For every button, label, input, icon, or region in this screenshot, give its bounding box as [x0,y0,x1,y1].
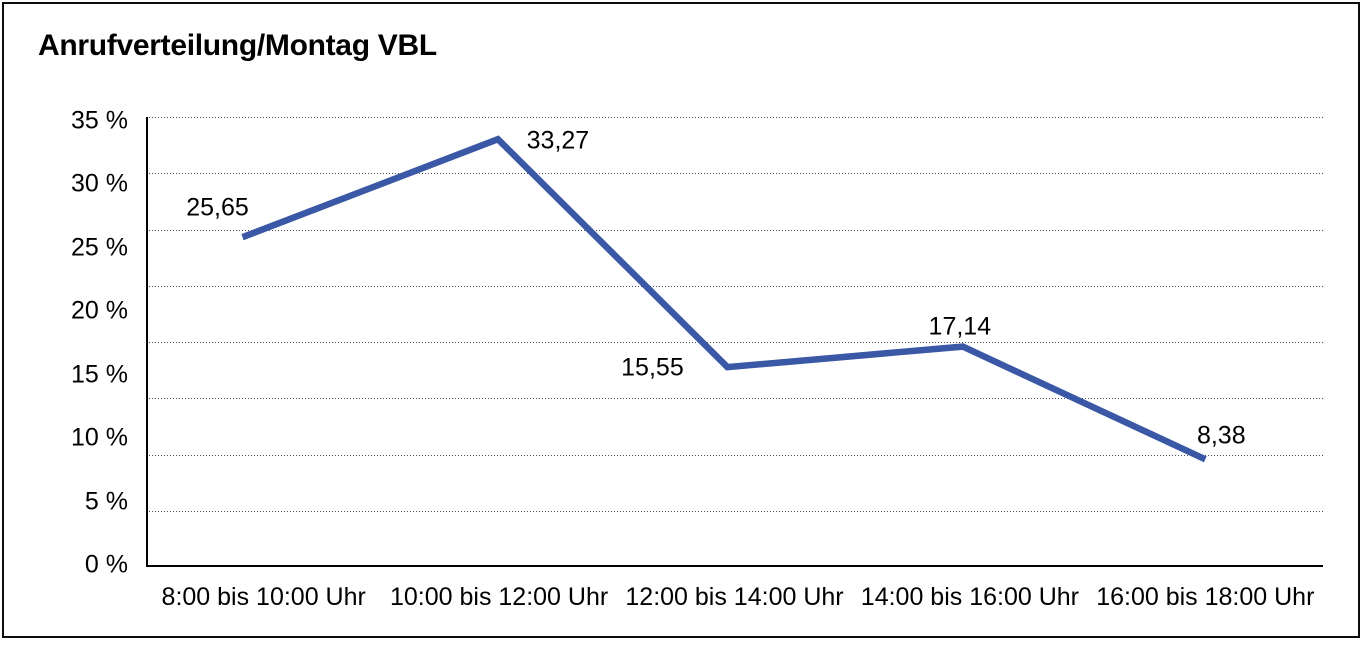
y-axis-tick-label: 25 % [71,233,128,262]
y-axis-tick-label: 5 % [84,487,128,516]
data-point-value-label: 8,38 [1196,421,1246,450]
data-point-value-label: 25,65 [186,193,249,222]
gridline [146,342,1323,343]
chart-title: Anrufverteilung/Montag VBL [38,29,437,62]
line-chart-canvas [241,135,1207,463]
gridline [146,229,1323,231]
data-point-value-label: 33,27 [526,126,590,155]
y-axis-tick-label: 20 % [71,296,128,325]
y-axis-line [146,117,148,567]
data-point-value-label: 15,55 [621,353,684,382]
y-axis-tick-label: 15 % [71,360,128,389]
x-axis-category-label: 10:00 bis 12:00 Uhr [389,583,609,611]
y-axis-tick-label: 35 % [71,106,128,135]
series-line [241,135,1207,463]
x-axis-category-label: 14:00 bis 16:00 Uhr [860,583,1079,611]
gridline [146,117,1323,118]
data-point-value-label: 17,14 [928,312,992,341]
y-axis-tick-label: 30 % [71,169,128,198]
x-axis-category-label: 12:00 bis 14:00 Uhr [625,583,844,611]
gridline [146,285,1323,287]
y-axis-tick-label: 0 % [84,550,128,579]
x-axis-category-label: 8:00 bis 10:00 Uhr [161,583,366,611]
y-axis-tick-label: 10 % [71,423,128,452]
gridline [146,173,1323,175]
gridline [146,510,1323,512]
plot-area: 25,65 33,27 15,55 17,14 8,38 [146,117,1323,567]
x-axis-category-label: 16:00 bis 18:00 Uhr [1096,583,1315,611]
gridline [146,398,1323,400]
gridline [146,454,1323,456]
x-axis-line [146,565,1323,567]
